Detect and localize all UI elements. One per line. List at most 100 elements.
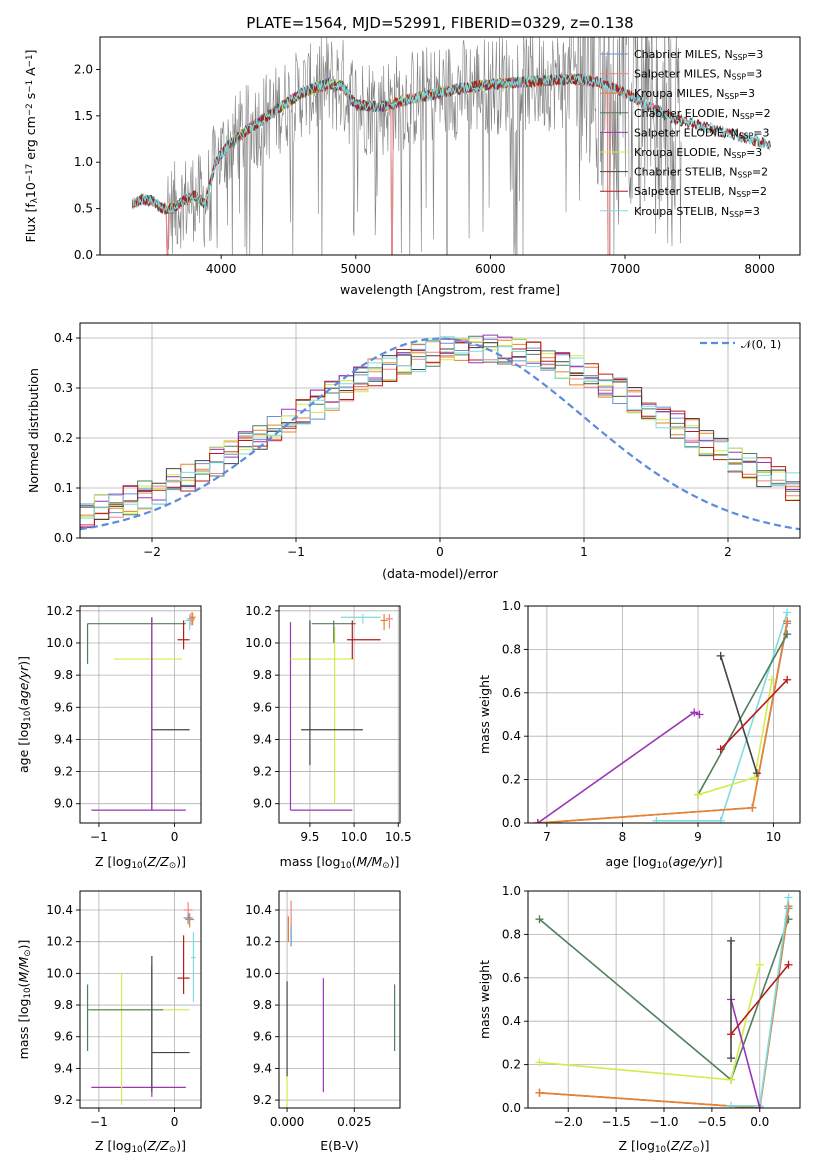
errorbar-point — [151, 955, 190, 1093]
x-tick-label: 6000 — [475, 262, 506, 276]
weight-marker — [784, 960, 793, 969]
y-tick-label: 10.2 — [46, 604, 73, 618]
y-tick-label: 9.2 — [253, 1093, 272, 1107]
weight-marker — [716, 745, 725, 754]
y-axis-label: Normed distribution — [26, 368, 41, 493]
weight-marker — [755, 960, 764, 969]
weight-marker — [748, 803, 757, 812]
errorbar-point — [187, 612, 195, 626]
weight-marker — [783, 675, 792, 684]
y-tick-label: 10.0 — [245, 636, 272, 650]
y-tick-label: 9.6 — [253, 1030, 272, 1044]
spectrum-data-line — [132, 37, 682, 255]
y-axis-label: age [log10(age/yr)] — [16, 656, 33, 773]
legend-label: Kroupa ELODIE, NSSP=3 — [634, 146, 762, 160]
weight-series — [652, 608, 792, 823]
histogram-step — [80, 338, 800, 529]
x-axis-label: Z [log10(Z/Z⊙)] — [95, 1138, 186, 1155]
y-tick-label: 9.6 — [54, 1030, 73, 1044]
axis-frame — [278, 605, 401, 824]
weight-marker — [695, 710, 704, 719]
y-tick-label: 0.0 — [502, 1101, 521, 1115]
y-tick-label: 1.0 — [74, 155, 93, 169]
y-tick-label: 1.0 — [502, 599, 521, 613]
x-tick-label: 7000 — [610, 262, 641, 276]
y-tick-label: 0.2 — [502, 1058, 521, 1072]
x-tick-label: 0 — [171, 1115, 179, 1129]
axes-weight_vs_Z: −2.0 −1.5 −1.0 −0.5 0.0 0.0 0.2 0.4 0.6 0.8 1.0 Z [… — [477, 884, 801, 1155]
x-tick-label: 0.025 — [337, 1115, 371, 1129]
y-tick-label: 0.6 — [502, 971, 521, 985]
y-tick-label: 0.0 — [502, 816, 521, 830]
x-tick-label: −1.0 — [649, 1115, 678, 1129]
errorbar-point — [301, 620, 363, 766]
y-tick-label: 9.2 — [253, 765, 272, 779]
y-tick-label: 9.4 — [253, 732, 272, 746]
y-tick-label: 1.5 — [74, 109, 93, 123]
weight-series — [694, 675, 777, 799]
y-tick-label: 0.8 — [502, 642, 521, 656]
errorbar-point — [385, 614, 393, 629]
weight-series — [716, 675, 792, 754]
x-axis-label: wavelength [Angstrom, rest frame] — [340, 282, 560, 297]
x-tick-label: 0.000 — [270, 1115, 304, 1129]
normal-curve — [80, 337, 800, 531]
y-tick-label: 10.2 — [245, 935, 272, 949]
x-tick-label: 1 — [580, 545, 588, 559]
weight-line — [730, 964, 790, 1035]
axes-age_vs_mass: 9.5 10.0 10.5 9.0 9.2 9.4 9.6 9.8 10.0 10.2 mass [… — [245, 604, 411, 871]
y-tick-label: 9.2 — [54, 765, 73, 779]
y-tick-label: 9.4 — [54, 732, 73, 746]
y-tick-label: 0.4 — [54, 331, 73, 345]
errorbar-point — [340, 614, 381, 624]
weight-marker — [716, 651, 725, 660]
legend-label: Salpeter MILES, NSSP=3 — [634, 68, 762, 82]
axes-mass_vs_Z: −1 0 9.2 9.4 9.6 9.8 10.0 10.2 10.4 Z [log10(Z/Z⊙… — [16, 890, 202, 1155]
y-tick-label: 0.4 — [502, 729, 521, 743]
weight-marker — [750, 773, 759, 782]
x-tick-label: −1.5 — [602, 1115, 631, 1129]
weight-marker — [783, 630, 792, 639]
x-tick-label: −2.0 — [554, 1115, 583, 1129]
weight-marker — [652, 816, 661, 823]
plot-area — [289, 614, 393, 811]
y-tick-label: 0.1 — [54, 481, 73, 495]
axis-frame-group: 0.000 0.025 9.2 9.4 9.6 9.8 10.0 10.2 10.4 E(B-V) — [245, 890, 401, 1153]
weight-marker — [727, 1075, 736, 1084]
axis-frame-group: −2.0 −1.5 −1.0 −0.5 0.0 0.0 0.2 0.4 0.6 0.8 1.0 Z [… — [477, 884, 801, 1155]
weight-series — [727, 960, 793, 1039]
axis-frame — [79, 605, 202, 824]
weight-series — [727, 936, 736, 1063]
errorbar-point — [189, 612, 196, 626]
y-tick-label: 10.2 — [245, 604, 272, 618]
weight-marker — [694, 790, 702, 799]
errorbar-point — [191, 932, 196, 1002]
weight-marker — [783, 617, 792, 626]
x-tick-label: −0.5 — [697, 1115, 726, 1129]
errorbar-point — [86, 984, 164, 1051]
errorbar-point — [183, 913, 193, 925]
y-axis-label: mass weight — [477, 675, 492, 754]
y-tick-label: 9.8 — [54, 668, 73, 682]
x-tick-label: 8 — [619, 830, 627, 844]
axis-frame — [527, 605, 801, 824]
x-tick-label: 10.0 — [341, 830, 368, 844]
x-axis-label: E(B-V) — [320, 1138, 359, 1153]
y-axis-label: mass [log10(M/M⊙)] — [16, 940, 33, 1060]
y-tick-label: 0.0 — [54, 531, 73, 545]
spectrum-legend: Chabrier MILES, NSSP=3 Salpeter MILES, NS… — [600, 48, 771, 219]
weight-marker — [716, 816, 725, 823]
errorbar-point — [177, 935, 190, 994]
y-tick-label: 10.2 — [46, 935, 73, 949]
x-axis-label: mass [log10(M/M⊙)] — [280, 854, 400, 871]
errorbar-point — [185, 913, 195, 928]
plot-area — [86, 612, 196, 811]
axes-mass_vs_ebv: 0.000 0.025 9.2 9.4 9.6 9.8 10.0 10.2 10.4 E(B-V) — [245, 890, 401, 1153]
y-tick-label: 9.0 — [54, 797, 73, 811]
errorbar-point — [289, 622, 353, 811]
plot-area — [131, 37, 771, 255]
axis-frame-group: −1 0 9.0 9.2 9.4 9.6 9.8 10.0 10.2 Z [log10(Z/Z⊙)… — [16, 604, 202, 871]
x-tick-label: 0.0 — [750, 1115, 769, 1129]
x-tick-label: 4000 — [206, 262, 237, 276]
figure-title: PLATE=1564, MJD=52991, FIBERID=0329, z=0… — [246, 14, 633, 32]
